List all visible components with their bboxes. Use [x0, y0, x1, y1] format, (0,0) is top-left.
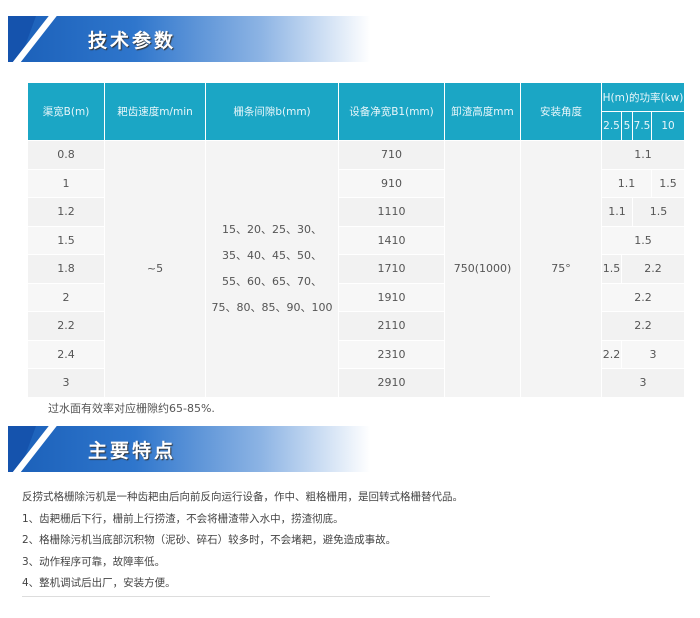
- table-cell: 1.5: [632, 197, 685, 227]
- table-row: 0.8 ~5 15、20、25、30、 35、40、45、50、 55、60、65、…: [27, 140, 685, 398]
- table-cell: 2.2: [601, 282, 685, 312]
- table-cell: ~5: [104, 140, 206, 398]
- table-cell: 1: [27, 168, 105, 198]
- feature-list: 反捞式格栅除污机是一种齿耙由后向前反向运行设备，作中、粗格栅用，是回转式格栅替代…: [22, 487, 463, 595]
- table-cell: 0.8: [27, 140, 105, 170]
- table-row: 1 910 1.1 1.5: [27, 168, 685, 198]
- header-cell: 10: [651, 111, 685, 141]
- table-cell: 1710: [338, 254, 445, 284]
- table-row: 2.2 2110 2.2: [27, 311, 685, 341]
- table-cell: 1410: [338, 225, 445, 255]
- table-cell: 2.2: [27, 311, 105, 341]
- header-cell: 7.5: [632, 111, 652, 141]
- header-cell: 2.5: [601, 111, 622, 141]
- feature-item: 反捞式格栅除污机是一种齿耙由后向前反向运行设备，作中、粗格栅用，是回转式格栅替代…: [22, 491, 463, 503]
- feature-item: 4、整机调试后出厂，安装方便。: [22, 577, 176, 589]
- divider: [22, 596, 490, 597]
- table-row: 1.5 1410 1.5: [27, 225, 685, 255]
- table-cell: 1.5: [27, 225, 105, 255]
- table-cell: 1.1: [601, 140, 685, 170]
- feature-item: 2、格栅除污机当底部沉积物（泥砂、碎石）较多时，不会堵耙，避免造成事故。: [22, 534, 397, 546]
- table-cell: 1.5: [601, 225, 685, 255]
- table-cell: 710: [338, 140, 445, 170]
- header-cell: 栅条间隙b(mm): [205, 82, 339, 141]
- feature-item: 3、动作程序可靠，故障率低。: [22, 555, 166, 568]
- header-cell: 渠宽B(m): [27, 82, 105, 141]
- header-cell: 设备净宽B1(mm): [338, 82, 445, 141]
- table-cell: 2910: [338, 368, 445, 398]
- header-cell: 耙齿速度m/min: [104, 82, 206, 141]
- section-title: 技术参数: [88, 30, 177, 52]
- table-cell: 910: [338, 168, 445, 198]
- table-cell: 2: [27, 282, 105, 312]
- table-row: 3 2910 3: [27, 368, 685, 398]
- table-cell: 1110: [338, 197, 445, 227]
- table-cell: 2.4: [27, 339, 105, 369]
- table-cell: 1.1: [601, 168, 652, 198]
- table-cell: 2.2: [621, 254, 685, 284]
- feature-item: 1、齿耙栅后下行，栅前上行捞渣，不会将栅渣带入水中，捞渣彻底。: [22, 512, 344, 525]
- table-cell: 1.5: [651, 168, 685, 198]
- table-cell: 2310: [338, 339, 445, 369]
- table-cell: 1.2: [27, 197, 105, 227]
- table-cell: 1910: [338, 282, 445, 312]
- table-cell: 15、20、25、30、 35、40、45、50、 55、60、65、70、 7…: [205, 140, 339, 398]
- header-cell: H(m)的功率(kw): [601, 82, 685, 112]
- table-cell: 75°: [520, 140, 602, 398]
- table-cell: 2.2: [601, 339, 622, 369]
- header-cell: 卸渣高度mm: [444, 82, 521, 141]
- table-cell: 3: [601, 368, 685, 398]
- table-cell: 2.2: [601, 311, 685, 341]
- table-cell: 1.1: [601, 197, 633, 227]
- table-row: 1.8 1710 1.5 2.2: [27, 254, 685, 284]
- table-cell: 750(1000): [444, 140, 521, 398]
- section-title: 主要特点: [88, 440, 177, 462]
- header-cell: 安装角度: [520, 82, 602, 141]
- header-cell: 5: [621, 111, 633, 141]
- note: 过水面有效率对应栅隙约65-85%.: [48, 402, 215, 415]
- table-cell: 1.8: [27, 254, 105, 284]
- section-banner-features: 主要特点: [8, 426, 370, 472]
- table-cell: 3: [27, 368, 105, 398]
- table-cell: 3: [621, 339, 685, 369]
- section-banner-specs: 技术参数: [8, 16, 370, 62]
- table-cell: 1.5: [601, 254, 622, 284]
- spec-table: 渠宽B(m) 耙齿速度m/min 栅条间隙b(mm) 设备净宽B1(mm) 卸渣…: [27, 82, 685, 398]
- table-cell: 2110: [338, 311, 445, 341]
